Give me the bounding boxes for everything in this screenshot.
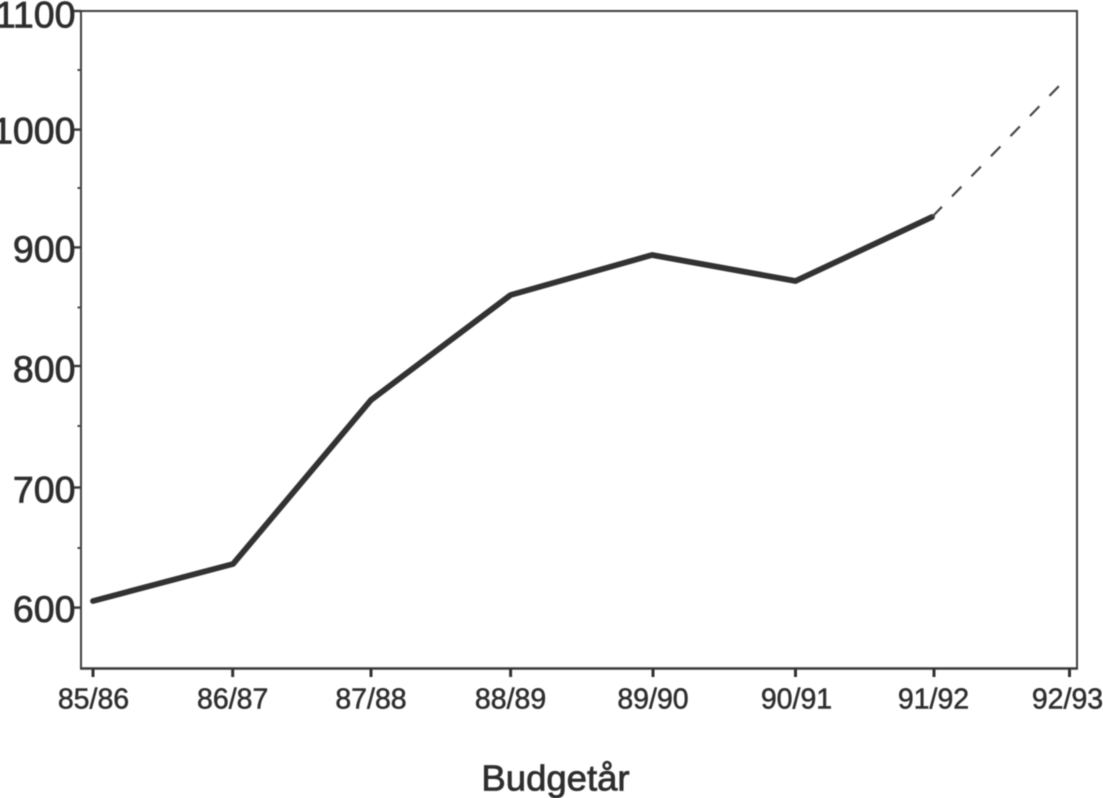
svg-text:87/88: 87/88: [335, 684, 406, 716]
svg-text:1000: 1000: [0, 110, 76, 152]
svg-text:89/90: 89/90: [617, 684, 688, 716]
svg-text:92/93: 92/93: [1032, 684, 1103, 716]
svg-text:600: 600: [13, 588, 76, 630]
svg-text:800: 800: [13, 348, 76, 390]
svg-text:86/87: 86/87: [197, 684, 268, 716]
svg-text:1100: 1100: [0, 0, 76, 36]
svg-text:900: 900: [13, 228, 76, 270]
svg-text:90/91: 90/91: [761, 684, 832, 716]
svg-text:85/86: 85/86: [58, 684, 129, 716]
svg-text:88/89: 88/89: [475, 684, 546, 716]
svg-text:Budgetår: Budgetår: [481, 758, 629, 798]
svg-text:700: 700: [13, 469, 76, 511]
svg-text:91/92: 91/92: [898, 684, 969, 716]
